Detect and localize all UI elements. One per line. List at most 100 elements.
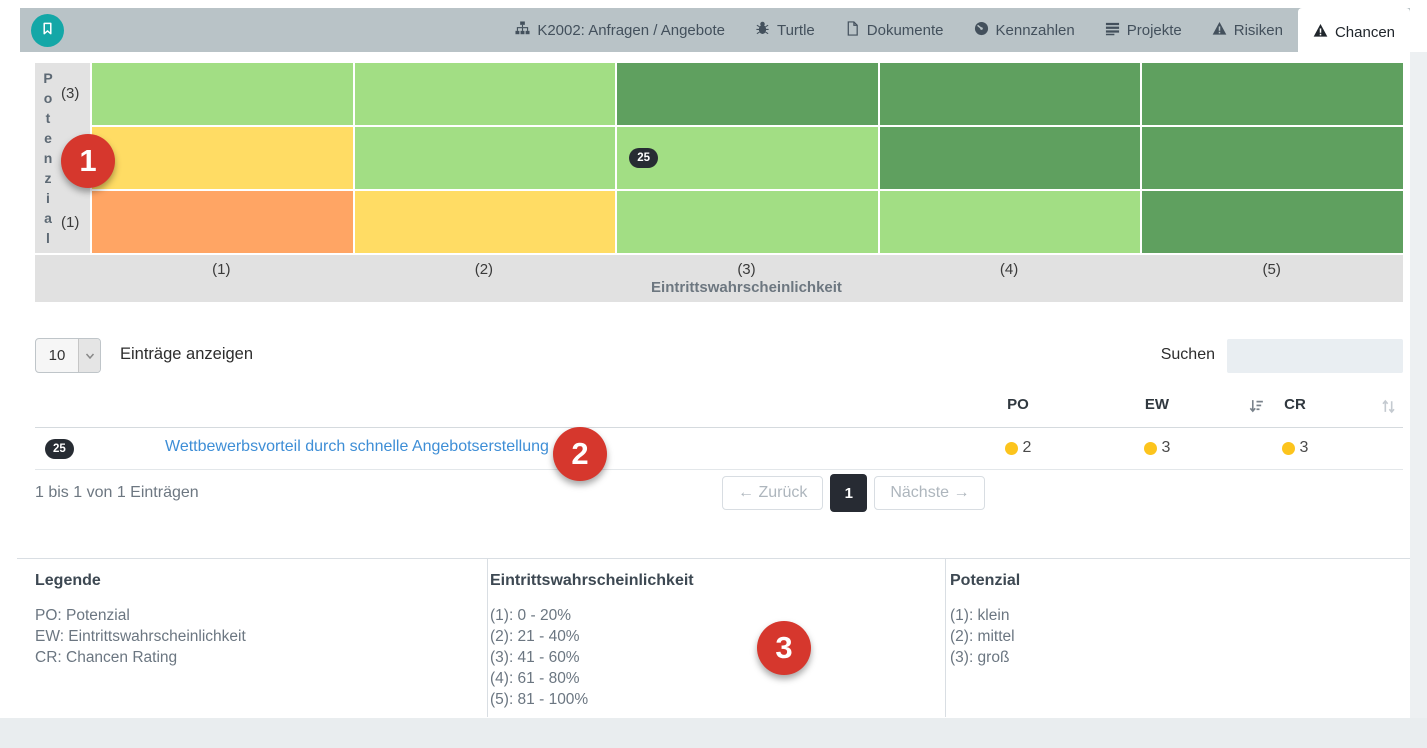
x-tick: (1) [212, 261, 231, 278]
matrix-cell [354, 63, 616, 125]
column-header-po[interactable]: PO [1007, 396, 1029, 413]
table-info: 1 bis 1 von 1 Einträgen [35, 484, 199, 501]
legend-title: Legende [35, 572, 101, 589]
chevron-down-icon [78, 339, 100, 372]
bookmark-icon [40, 21, 55, 40]
matrix-cell: 25 [617, 127, 878, 189]
nav-tab-dokumente[interactable]: Dokumente [830, 8, 959, 52]
matrix-cell [1142, 127, 1403, 189]
y-tick-top: (3) [61, 85, 80, 102]
cell-cr: 3 [1265, 439, 1325, 457]
annotation-circle-1: 1 [61, 134, 115, 188]
matrix-cell [617, 191, 878, 253]
cell-ew-value: 3 [1161, 439, 1171, 456]
next-page-button[interactable]: Nächste → [874, 476, 986, 510]
matrix-y-ticks: (3) (1) [61, 63, 90, 253]
table-header-row: PO EW CR [35, 387, 1403, 428]
list-icon [1105, 21, 1120, 40]
search-input[interactable] [1227, 339, 1403, 373]
current-page-button[interactable]: 1 [830, 474, 868, 512]
legend-line: (3): 41 - 60% [490, 649, 580, 666]
legend-potential: Potenzial (1): klein (2): mittel (3): gr… [950, 572, 1380, 668]
column-header-cr[interactable]: CR [1284, 396, 1306, 413]
nav-tab-projekte[interactable]: Projekte [1090, 8, 1197, 52]
legend-probability: Eintrittswahrscheinlichkeit (1): 0 - 20%… [490, 572, 920, 710]
legend-abbreviations: Legende PO: Potenzial EW: Eintrittswahrs… [35, 572, 465, 668]
x-axis-title: Eintrittswahrscheinlichkeit [651, 279, 842, 296]
legend-column-divider [945, 559, 946, 717]
document-icon [845, 20, 860, 40]
legend-line: (5): 81 - 100% [490, 691, 589, 708]
nav-tab-anfragen-angebote[interactable]: K2002: Anfragen / Angebote [500, 8, 740, 52]
warning-icon [1313, 23, 1328, 42]
page-right-margin [1410, 52, 1427, 718]
matrix-cell [92, 127, 353, 189]
matrix-cell [617, 63, 878, 125]
legend-column-divider [487, 559, 488, 717]
legend-line: CR: Chancen Rating [35, 649, 178, 666]
legend-line: (1): klein [950, 607, 1010, 624]
legend-line: (4): 61 - 80% [490, 670, 580, 687]
matrix-marker-badge: 25 [629, 148, 658, 168]
y-tick-bottom: (1) [61, 214, 80, 231]
nav-tab-label: Risiken [1233, 21, 1283, 39]
nav-tab-label: Chancen [1334, 24, 1395, 41]
legend-line: EW: Eintrittswahrscheinlichkeit [35, 628, 246, 645]
cell-po: 2 [988, 439, 1048, 457]
warning-icon [1212, 21, 1227, 40]
entries-label: Einträge anzeigen [120, 345, 254, 363]
x-tick: (5) [1262, 261, 1281, 278]
nav-tab-label: Kennzahlen [995, 21, 1075, 39]
column-header-ew[interactable]: EW [1144, 396, 1170, 413]
legend-line: (3): groß [950, 649, 1010, 666]
nav-tab-chancen[interactable]: Chancen [1297, 8, 1410, 57]
sort-amount-icon[interactable] [1248, 398, 1265, 419]
legend-title: Eintrittswahrscheinlichkeit [490, 572, 694, 589]
cell-po-value: 2 [1022, 439, 1032, 456]
legend-line: (2): mittel [950, 628, 1015, 645]
matrix-x-axis: (1) (2) (3) (4) (5) Eintrittswahrscheinl… [35, 255, 1403, 302]
nav-tab-label: Turtle [776, 21, 815, 39]
sort-both-icon[interactable] [1380, 398, 1397, 419]
prev-page-button[interactable]: ← Zurück [722, 476, 824, 510]
rating-dot [1004, 441, 1018, 455]
nav-tab-label: K2002: Anfragen / Angebote [537, 21, 725, 39]
matrix-cell [879, 191, 1141, 253]
page-size-value: 10 [48, 347, 66, 364]
x-tick: (4) [999, 261, 1019, 278]
annotation-circle-3: 3 [757, 621, 811, 675]
legend-line: (1): 0 - 20% [490, 607, 571, 624]
legend-line: (2): 21 - 40% [490, 628, 580, 645]
legend-line: PO: Potenzial [35, 607, 130, 624]
matrix-cell [92, 63, 353, 125]
x-tick: (2) [474, 261, 494, 278]
nav-tab-label: Dokumente [866, 21, 944, 39]
nav-tab-turtle[interactable]: Turtle [740, 8, 830, 52]
nav-tab-kennzahlen[interactable]: Kennzahlen [959, 8, 1090, 52]
page-size-select[interactable]: 10 [35, 338, 101, 373]
matrix-cell [354, 127, 616, 189]
pagination: ← Zurück 1 Nächste → [722, 474, 986, 512]
matrix-cell [1142, 63, 1403, 125]
matrix-cell [879, 127, 1141, 189]
nav-tab-label: Projekte [1126, 21, 1182, 39]
row-id-badge: 25 [45, 439, 74, 459]
bug-icon [755, 21, 770, 40]
rating-dot [1143, 441, 1157, 455]
legend-divider [17, 558, 1410, 559]
nav-tab-risiken[interactable]: Risiken [1197, 8, 1298, 52]
page-footer-strip [0, 718, 1427, 748]
matrix-cell [879, 63, 1141, 125]
opportunity-link[interactable]: Wettbewerbsvorteil durch schnelle Angebo… [165, 438, 549, 455]
search-label: Suchen [1160, 346, 1215, 363]
table-row: 25 Wettbewerbsvorteil durch schnelle Ang… [35, 428, 1403, 470]
annotation-circle-2: 2 [553, 427, 607, 481]
legend-title: Potenzial [950, 572, 1021, 589]
cell-cr-value: 3 [1299, 439, 1309, 456]
matrix-cell [354, 191, 616, 253]
brand-button[interactable] [31, 13, 64, 47]
gauge-icon [974, 21, 989, 40]
